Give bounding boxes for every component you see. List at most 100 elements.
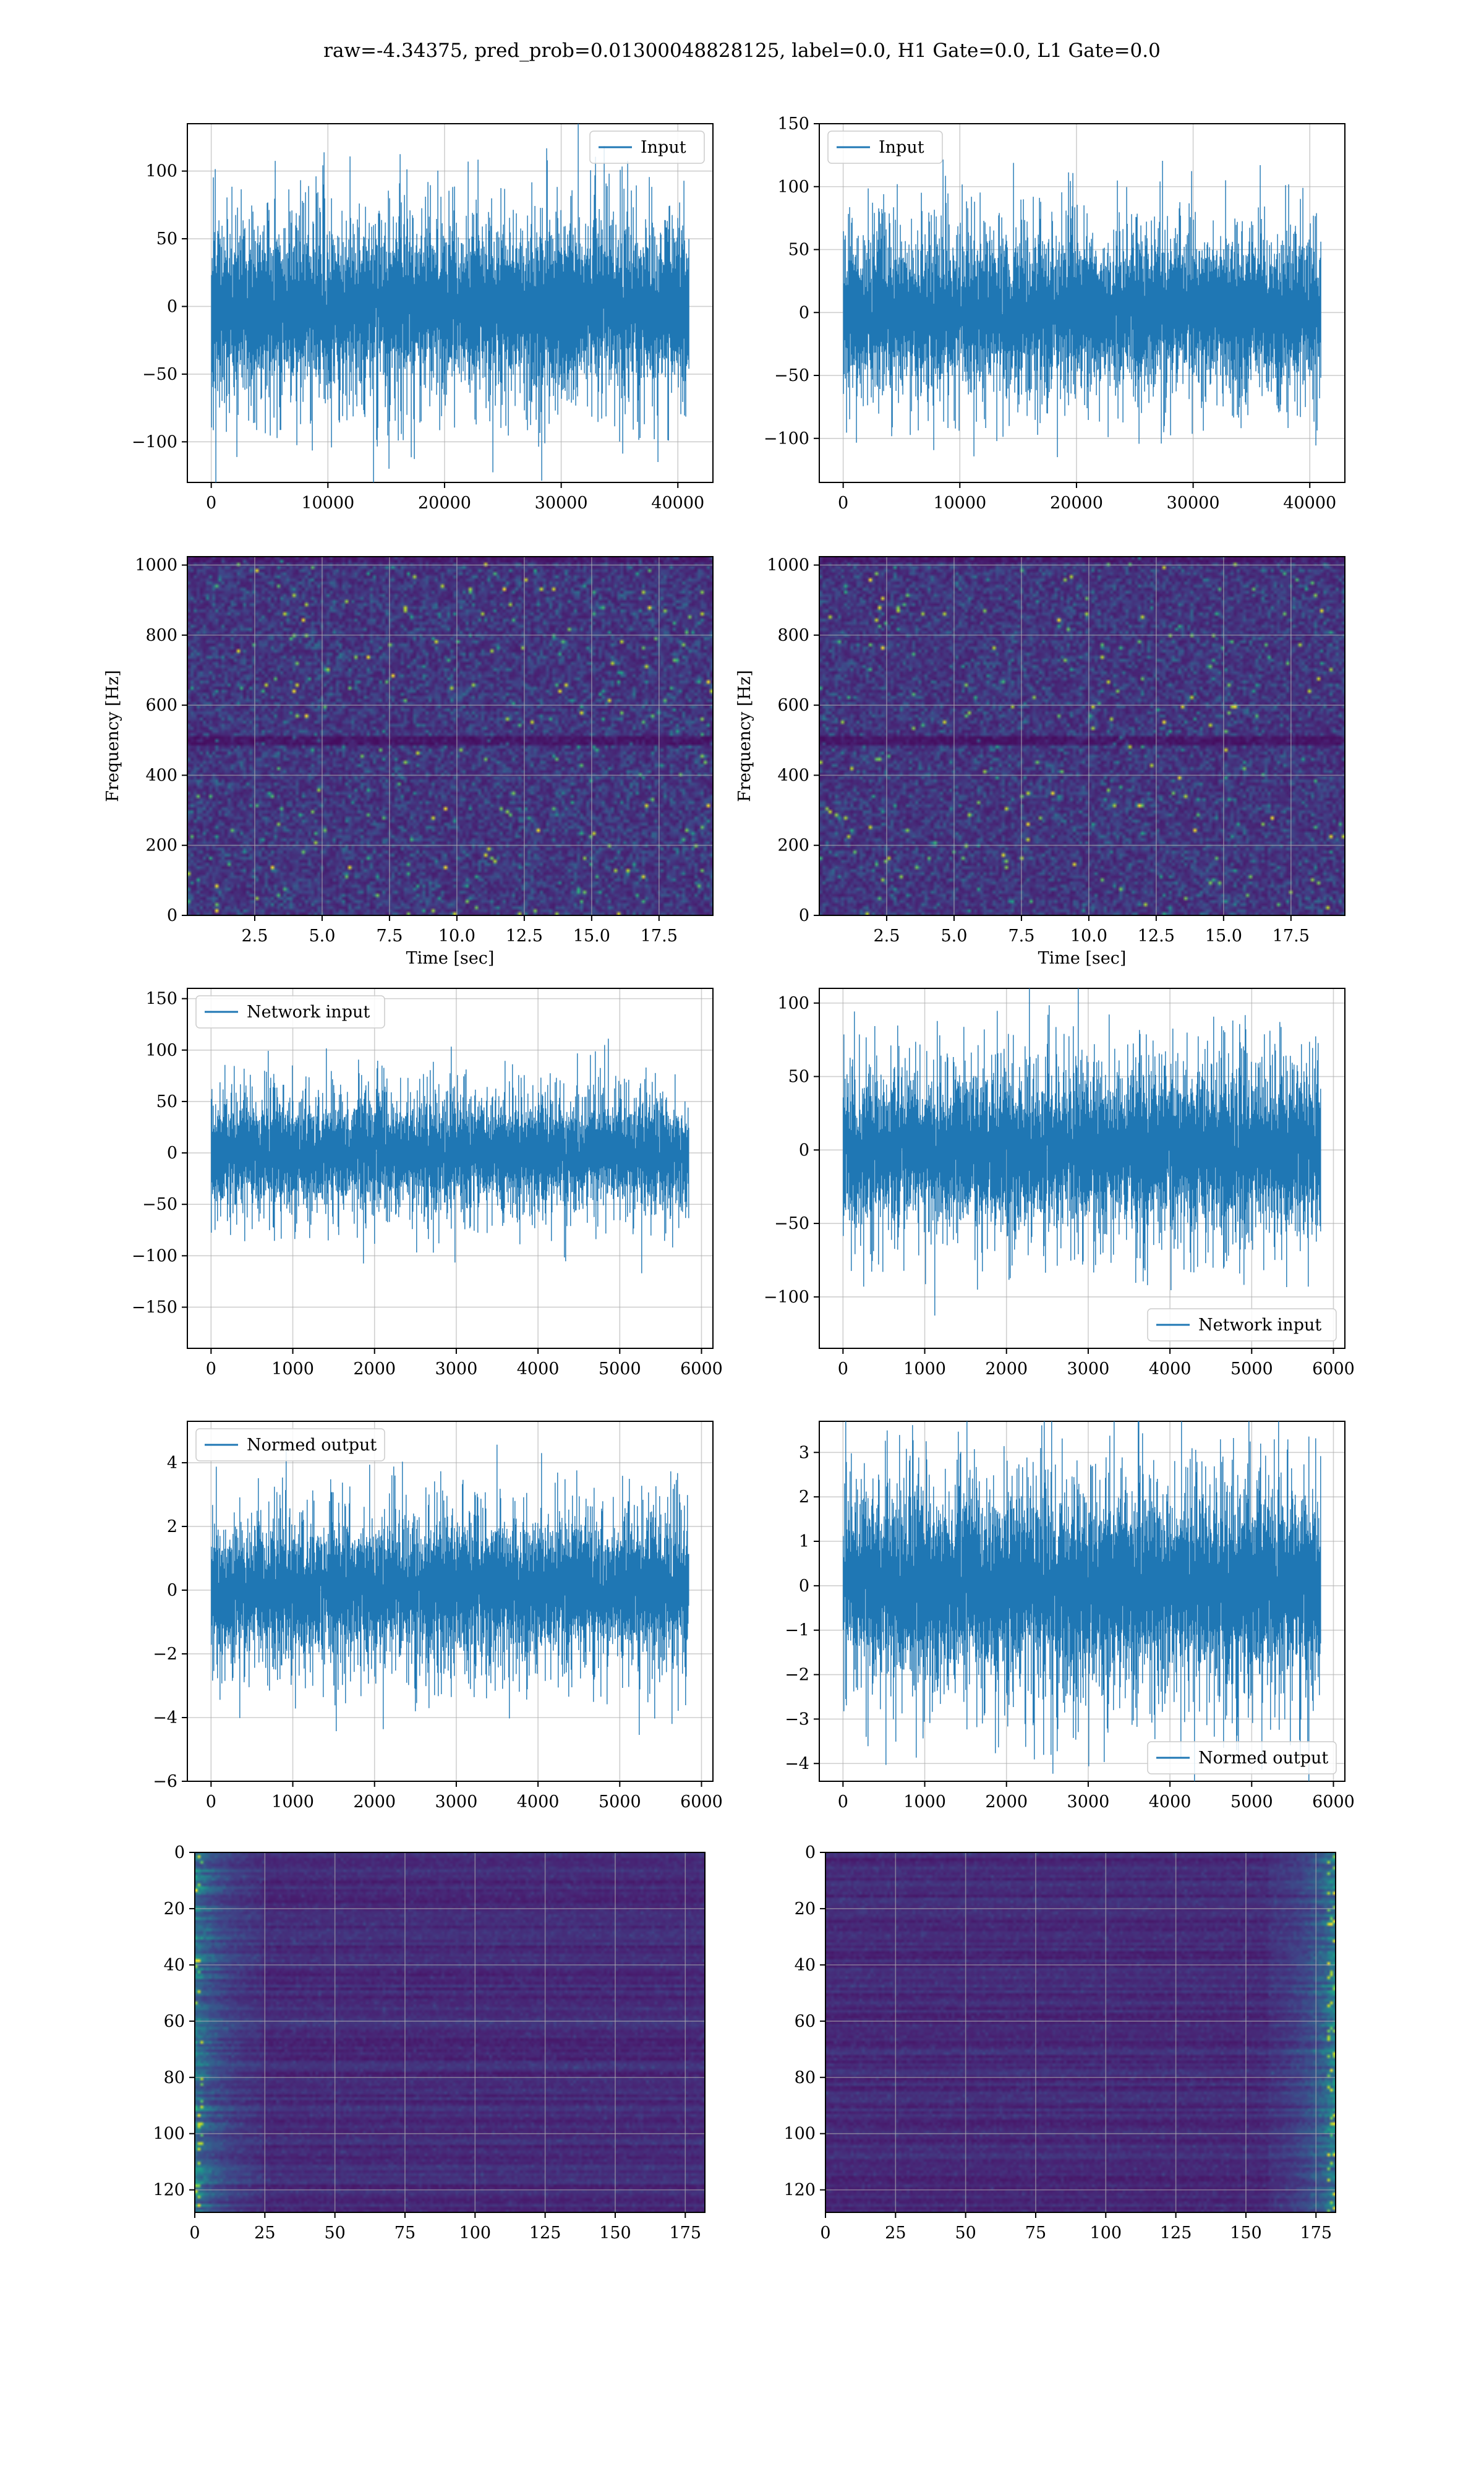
x-tick-label: 0: [206, 1792, 216, 1812]
y-tick-label: 150: [145, 990, 177, 1009]
x-tick-label: 12.5: [506, 927, 543, 946]
y-tick-label: 50: [156, 229, 177, 249]
y-tick-label: 0: [167, 906, 177, 925]
y-tick-label: 600: [145, 696, 177, 715]
x-tick-label: 1000: [271, 1359, 314, 1379]
y-tick-label: −150: [132, 1298, 177, 1317]
chart-net_h1: 0 1000 2000 3000 4000 5000 6000 −150 −100 −50 0 50 1…: [132, 988, 723, 1379]
chart-norm_l1: 0 1000 2000 3000 4000 5000 6000 −4 −3 −2 −1 0 1 2 3 Nor…: [785, 1421, 1355, 1812]
axes-frame: [187, 1421, 714, 1782]
legend: Network input: [195, 995, 385, 1029]
x-tick-label: 5000: [1230, 1359, 1273, 1379]
y-tick-label: 2: [167, 1517, 177, 1536]
y-tick-label: 400: [777, 766, 809, 785]
chart-feat_h1: 0 25 50 75 100 125 150 175 0 20 40 60 80 100 120: [153, 1843, 706, 2243]
chart-feat_l1: 0 25 50 75 100 125 150 175 0 20 40 60 80 100 120: [783, 1843, 1336, 2243]
x-tick-label: 6000: [1312, 1792, 1355, 1812]
y-tick-label: −100: [764, 429, 809, 448]
legend-box: [195, 995, 385, 1029]
y-tick-label: 0: [167, 1581, 177, 1600]
axes-frame: [187, 123, 714, 483]
y-tick-label: 0: [174, 1843, 185, 1862]
y-tick-label: 0: [167, 1144, 177, 1163]
legend: Input: [827, 131, 943, 164]
x-tick-label: 5000: [599, 1792, 641, 1812]
series-line: [211, 1444, 689, 1735]
y-tick-label: 3: [799, 1443, 809, 1462]
y-tick-label: 50: [788, 1068, 809, 1087]
x-tick-label: 1000: [271, 1792, 314, 1812]
y-tick-label: 200: [145, 836, 177, 855]
y-tick-label: −2: [153, 1645, 177, 1664]
x-axis-label: Time [sec]: [406, 949, 495, 968]
x-tick-label: 125: [1160, 2224, 1192, 2243]
x-tick-label: 20000: [1050, 494, 1103, 513]
feature-map-image: [195, 1852, 705, 2212]
y-tick-label: 100: [783, 2125, 816, 2144]
x-tick-label: 0: [206, 1359, 216, 1379]
series-line: [843, 1421, 1321, 1781]
y-tick-label: 0: [799, 906, 809, 925]
series-line: [211, 124, 689, 482]
x-tick-label: 0: [206, 494, 216, 513]
x-tick-label: 10.0: [438, 927, 475, 946]
x-tick-label: 17.5: [641, 927, 678, 946]
y-tick-label: 80: [795, 2068, 816, 2087]
series-line: [843, 988, 1321, 1316]
y-tick-label: −6: [153, 1772, 177, 1791]
y-tick-label: 150: [777, 114, 809, 134]
x-tick-label: 4000: [1149, 1792, 1192, 1812]
y-tick-label: 120: [153, 2181, 185, 2200]
x-tick-label: 150: [1230, 2224, 1262, 2243]
series-line: [211, 1038, 689, 1273]
x-tick-label: 10000: [301, 494, 354, 513]
x-tick-label: 5.0: [309, 927, 335, 946]
legend-box: [195, 1428, 385, 1462]
y-tick-label: −50: [142, 365, 177, 384]
spectrogram-image: [819, 557, 1345, 915]
x-tick-label: 4000: [517, 1359, 560, 1379]
x-tick-label: 15.0: [1205, 927, 1242, 946]
x-tick-label: 12.5: [1138, 927, 1175, 946]
y-tick-label: −50: [774, 1214, 809, 1233]
y-tick-label: 1000: [767, 556, 809, 575]
x-tick-label: 3000: [1067, 1359, 1110, 1379]
x-tick-label: 40000: [1283, 494, 1336, 513]
y-tick-label: −2: [785, 1666, 809, 1685]
legend: Network input: [1147, 1308, 1337, 1342]
chart-norm_h1: 0 1000 2000 3000 4000 5000 6000 −6 −4 −2 0 2 4 Normed…: [153, 1421, 723, 1812]
legend-label: Network input: [247, 1003, 370, 1022]
chart-spec_h1: 2.5 5.0 7.5 10.0 12.5 15.0 17.5 0 200 400 600 800 10…: [103, 556, 714, 968]
y-tick-label: 1: [799, 1532, 809, 1551]
y-tick-label: 0: [799, 1577, 809, 1596]
series-line: [843, 159, 1321, 458]
legend-label: Normed output: [1198, 1748, 1328, 1768]
y-tick-label: 600: [777, 696, 809, 715]
x-tick-label: 1000: [903, 1359, 946, 1379]
legend-label: Normed output: [247, 1436, 377, 1455]
axes-frame: [187, 988, 714, 1349]
legend-box: [1147, 1308, 1337, 1342]
chart-input_h1: 0 10000 20000 30000 40000 −100 −50 0 50 100 Input: [132, 123, 714, 513]
y-tick-label: 100: [145, 162, 177, 181]
x-tick-label: 2.5: [873, 927, 900, 946]
y-tick-label: −50: [774, 366, 809, 385]
y-tick-label: 20: [795, 1899, 816, 1919]
x-tick-label: 125: [529, 2224, 561, 2243]
legend: Normed output: [195, 1428, 385, 1462]
spectrogram-image: [187, 557, 713, 915]
x-tick-label: 0: [838, 1792, 848, 1812]
x-tick-label: 2000: [985, 1359, 1028, 1379]
x-tick-label: 175: [669, 2224, 701, 2243]
y-tick-label: 60: [164, 2012, 185, 2031]
x-tick-label: 5000: [599, 1359, 641, 1379]
x-tick-label: 17.5: [1273, 927, 1310, 946]
x-tick-label: 0: [820, 2224, 830, 2243]
y-tick-label: 0: [799, 1141, 809, 1160]
x-tick-label: 100: [459, 2224, 492, 2243]
x-tick-label: 3000: [435, 1359, 478, 1379]
x-tick-label: 50: [955, 2224, 976, 2243]
y-tick-label: 80: [164, 2068, 185, 2087]
axes-frame: [819, 123, 1345, 483]
